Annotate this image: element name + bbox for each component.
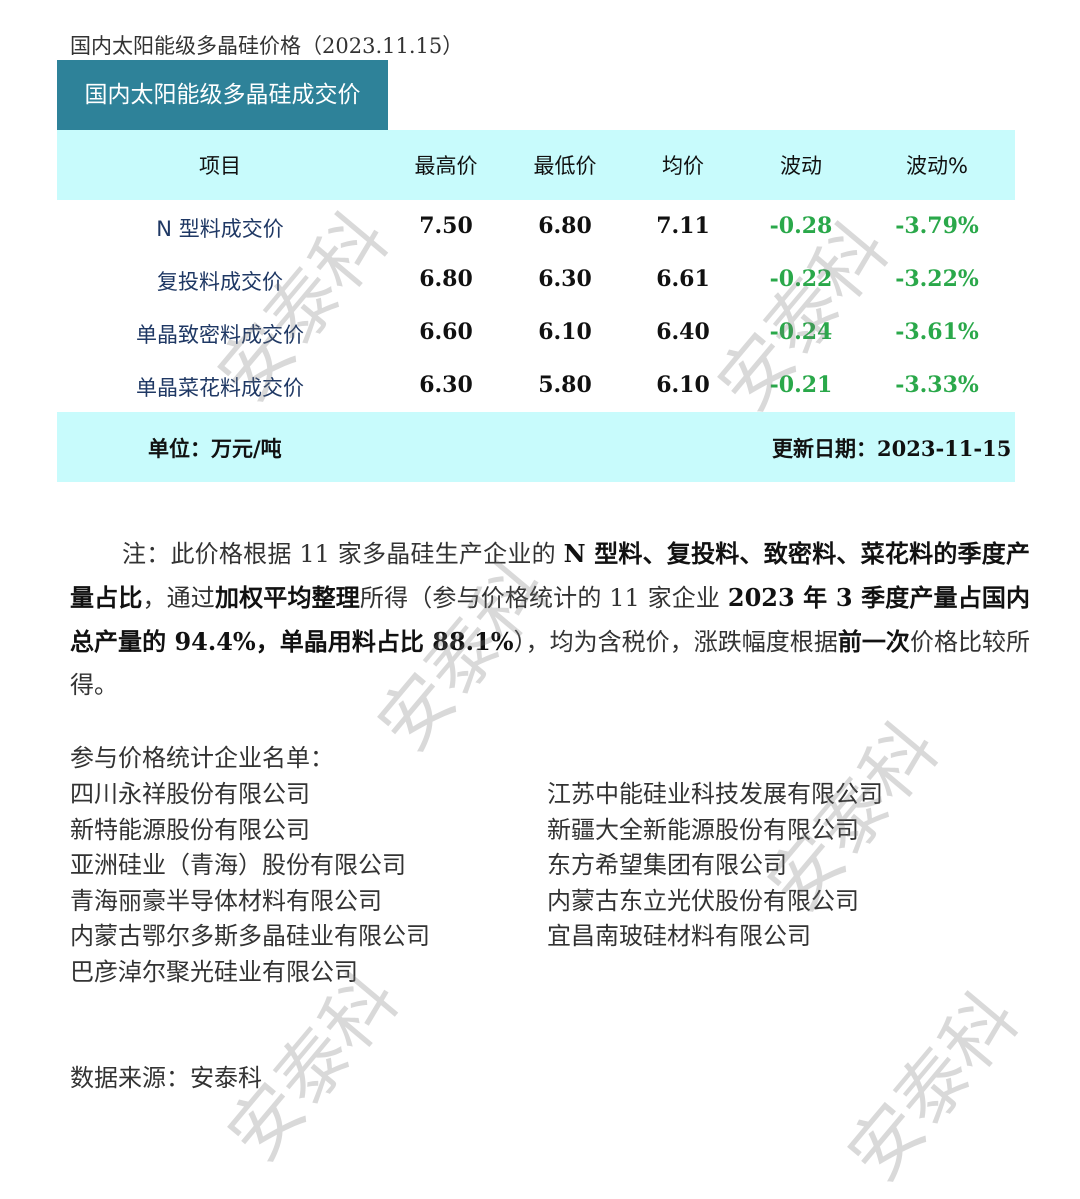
company-name: 巴彦淖尔聚光硅业有限公司 [70, 957, 358, 986]
cell-change: -0.21 [769, 372, 833, 398]
note-segment: 价格比较所得。 [70, 628, 1031, 699]
company-name: 宜昌南玻硅材料有限公司 [547, 922, 811, 950]
company-name: 新疆大全新能源股份有限公司 [547, 815, 859, 844]
cell-avg: 6.10 [656, 372, 710, 398]
table-title: 国内太阳能级多晶硅成交价 [57, 60, 388, 130]
note-segment: 2023 年 3 季度产量占国内总产量的 94.4%，单晶用料占比 88.1% [70, 583, 1031, 656]
company-name: 内蒙古东立光伏股份有限公司 [547, 886, 859, 915]
cell-change: -0.24 [769, 319, 833, 345]
cell-high: 6.80 [419, 266, 473, 292]
note-paragraph: 注：此价格根据 11 家多晶硅生产企业的 N 型料、复投料、致密料、菜花料的季度… [70, 532, 1030, 707]
column-header: 均价 [662, 154, 704, 178]
cell-change: -0.22 [769, 266, 833, 292]
company-name: 东方希望集团有限公司 [547, 851, 787, 879]
cell-avg: 6.61 [656, 266, 710, 292]
company-name: 内蒙古鄂尔多斯多晶硅业有限公司 [70, 922, 430, 950]
cell-high: 7.50 [419, 213, 473, 239]
note-segment: ，通过 [142, 584, 215, 612]
cell-pct: -3.33% [895, 372, 979, 398]
cell-low: 6.30 [538, 266, 592, 292]
update-date: 更新日期：2023-11-15 [772, 436, 1012, 461]
company-name: 青海丽豪半导体材料有限公司 [70, 886, 382, 915]
cell-avg: 7.11 [656, 213, 710, 239]
document-title: 国内太阳能级多晶硅价格（2023.11.15） [70, 34, 464, 58]
column-header: 波动% [906, 154, 968, 178]
watermark: 安泰科 [831, 976, 1035, 1197]
cell-pct: -3.79% [895, 213, 979, 239]
company-name: 四川永祥股份有限公司 [70, 780, 310, 808]
table-footer-band [57, 412, 1015, 482]
note-segment: 加权平均整理 [214, 583, 360, 612]
cell-item: 复投料成交价 [157, 270, 283, 294]
company-name: 亚洲硅业（青海）股份有限公司 [70, 851, 406, 879]
cell-avg: 6.40 [656, 319, 710, 345]
column-header: 项目 [199, 154, 241, 178]
company-name: 新特能源股份有限公司 [70, 815, 310, 844]
cell-high: 6.30 [419, 372, 473, 398]
cell-item: 单晶菜花料成交价 [136, 376, 304, 400]
company-list-label: 参与价格统计企业名单： [70, 744, 334, 772]
cell-low: 6.80 [538, 213, 592, 239]
cell-item: N 型料成交价 [156, 217, 284, 241]
note-segment: ），均为含税价，涨跌幅度根据 [513, 628, 838, 656]
company-name: 江苏中能硅业科技发展有限公司 [547, 780, 883, 808]
cell-change: -0.28 [769, 213, 833, 239]
data-source: 数据来源：安泰科 [70, 1064, 262, 1092]
cell-item: 单晶致密料成交价 [136, 323, 304, 347]
column-header: 最高价 [414, 154, 478, 178]
unit-label: 单位：万元/吨 [148, 436, 282, 461]
table-header-band [57, 130, 1015, 200]
cell-pct: -3.22% [895, 266, 979, 292]
cell-low: 5.80 [538, 372, 592, 398]
cell-pct: -3.61% [895, 319, 979, 345]
note-segment: 注：此价格根据 11 家多晶硅生产企业的 [122, 540, 564, 568]
cell-low: 6.10 [538, 319, 592, 345]
cell-high: 6.60 [419, 319, 473, 345]
column-header: 最低价 [533, 154, 597, 178]
note-segment: N 型料、复投料、致密料、菜花料的季度产量占比 [70, 539, 1030, 612]
column-header: 波动 [780, 154, 822, 178]
note-segment: 前一次 [837, 627, 910, 656]
note-segment: 所得（参与价格统计的 11 家企业 [359, 584, 728, 612]
